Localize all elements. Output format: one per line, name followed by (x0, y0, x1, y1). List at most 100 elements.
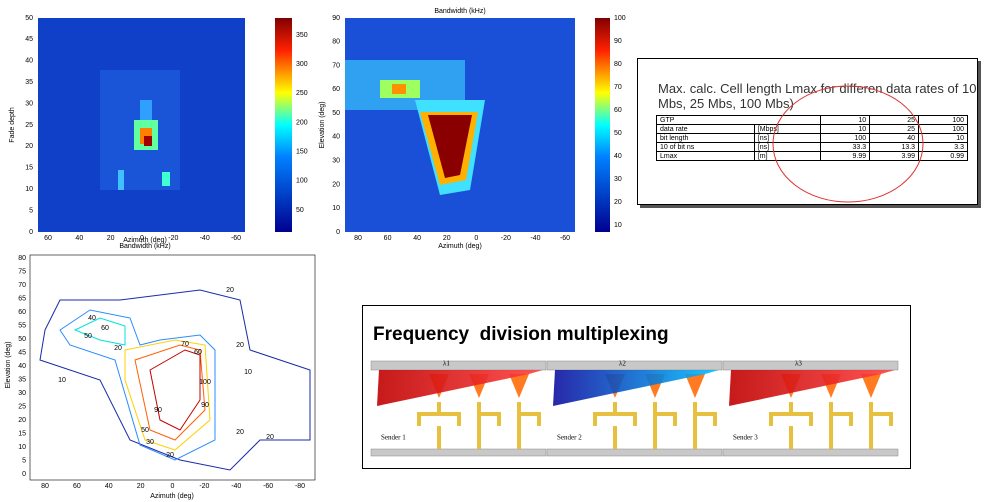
y-tick-label: 20 (18, 417, 26, 424)
colorbar-tick-label: 100 (296, 178, 308, 185)
x-tick-label: 60 (44, 235, 52, 242)
y-tick-label: 50 (18, 336, 26, 343)
table-cell: [ns] (753, 133, 822, 143)
fdm-title: Frequency division multiplexing (373, 324, 669, 345)
heatmap-middle (345, 18, 610, 232)
y-axis-label: Fade depth (9, 107, 16, 143)
contour-label: 50 (141, 427, 149, 434)
y-tick-label: 0 (29, 229, 33, 236)
x-tick-label: 80 (354, 235, 362, 242)
y-tick-label: 10 (25, 186, 33, 193)
x-tick-label: 20 (107, 235, 115, 242)
y-tick-label: 40 (25, 58, 33, 65)
contour-label: 40 (88, 315, 96, 322)
fdm-panel: Frequency division multiplexing Sender 1… (362, 305, 911, 469)
sender-label: Sender 3 (733, 434, 758, 442)
x-tick-label: 40 (75, 235, 83, 242)
colorbar-tick-label: 70 (614, 84, 622, 91)
header-cell: GTP (655, 115, 822, 125)
table-cell: 13.3 (869, 142, 920, 152)
contour-label: 20 (236, 429, 244, 436)
x-tick-label: 40 (105, 483, 113, 490)
x-tick-label: 20 (137, 483, 145, 490)
y-tick-label: 30 (18, 390, 26, 397)
x-tick-label: 0 (171, 483, 175, 490)
x-tick-label: -20 (199, 483, 209, 490)
contour-label: 60 (101, 325, 109, 332)
x-tick-label: -60 (263, 483, 273, 490)
colorbar-tick-label: 350 (296, 32, 308, 39)
y-tick-label: 15 (18, 430, 26, 437)
y-tick-label: 30 (25, 100, 33, 107)
table-cell: bit length (656, 133, 755, 143)
wavelength-label: λ2 (619, 360, 626, 368)
y-tick-label: 10 (332, 205, 340, 212)
table-cell: [m] (753, 151, 822, 161)
header-cell: 100 (918, 115, 968, 125)
contour-label: 20 (114, 345, 122, 352)
table-cell: 3.99 (869, 151, 920, 161)
x-tick-label: -40 (231, 483, 241, 490)
y-tick-label: 60 (332, 86, 340, 93)
colorbar-tick-label: 30 (614, 176, 622, 183)
contour-label: 60 (194, 349, 202, 356)
fdm-diagram: Sender 1 λ1 Sender 2 λ2 Sender 3 λ3 (369, 359, 900, 458)
y-tick-label: 70 (18, 282, 26, 289)
x-tick-label: 20 (443, 235, 451, 242)
contour-label: 90 (201, 402, 209, 409)
y-tick-label: 75 (18, 268, 26, 275)
y-tick-label: 35 (25, 79, 33, 86)
contour-plot (29, 254, 316, 481)
sender-label: Sender 1 (381, 434, 406, 442)
y-tick-label: 70 (332, 62, 340, 69)
colorbar-tick-label: 50 (296, 207, 304, 214)
contour-label: 10 (244, 369, 252, 376)
y-tick-label: 50 (25, 15, 33, 22)
x-axis-label: Azimuth (deg) (150, 493, 194, 500)
table-cell: 10 (820, 124, 871, 134)
x-tick-label: 40 (413, 235, 421, 242)
y-tick-label: 15 (25, 165, 33, 172)
table-cell: 0.99 (918, 151, 968, 161)
x-tick-label: -60 (231, 235, 241, 242)
x-tick-label: -40 (200, 235, 210, 242)
contour-label: 70 (181, 341, 189, 348)
contour-label: 30 (146, 439, 154, 446)
x-axis-label: Azimuth (deg) (123, 237, 167, 244)
colorbar-tick-label: 200 (296, 119, 308, 126)
y-tick-label: 80 (18, 255, 26, 262)
table-row: Lmax [m] 9.99 3.99 0.99 (656, 151, 968, 161)
table: GTP 10 25 100 data rate [Mbps] 10 25 100 bit leng… (655, 115, 968, 161)
table-cell: [ns] (753, 142, 822, 152)
table-cell: 33.3 (820, 142, 871, 152)
x-axis-label: Bandwidth (kHz) (119, 243, 170, 250)
table-row: bit length [ns] 100 40 10 (656, 133, 968, 143)
table-cell: 25 (869, 124, 920, 134)
table-cell: 10 (918, 133, 968, 143)
colorbar-tick-label: 10 (614, 222, 622, 229)
y-tick-label: 45 (18, 349, 26, 356)
contour-label: 20 (166, 452, 174, 459)
contour-label: 20 (266, 434, 274, 441)
wavelength-label: λ3 (795, 360, 802, 368)
sender-label: Sender 2 (557, 434, 582, 442)
table-cell: data rate (656, 124, 755, 134)
table-cell: 100 (820, 133, 871, 143)
y-tick-label: 50 (332, 110, 340, 117)
table-cell: Lmax (656, 151, 755, 161)
y-axis-label: Elevation (deg) (319, 101, 326, 148)
colorbar-tick-label: 80 (614, 61, 622, 68)
contour-label: 100 (199, 379, 211, 386)
table-header-row: GTP 10 25 100 (655, 115, 968, 125)
colorbar-tick-label: 100 (614, 15, 626, 22)
table-cell: 3.3 (918, 142, 968, 152)
y-tick-label: 25 (25, 122, 33, 129)
y-tick-label: 45 (25, 36, 33, 43)
x-tick-label: 80 (41, 483, 49, 490)
x-tick-label: -60 (560, 235, 570, 242)
y-axis-label: Elevation (deg) (5, 341, 12, 388)
colorbar-tick-label: 250 (296, 90, 308, 97)
y-tick-label: 20 (332, 181, 340, 188)
